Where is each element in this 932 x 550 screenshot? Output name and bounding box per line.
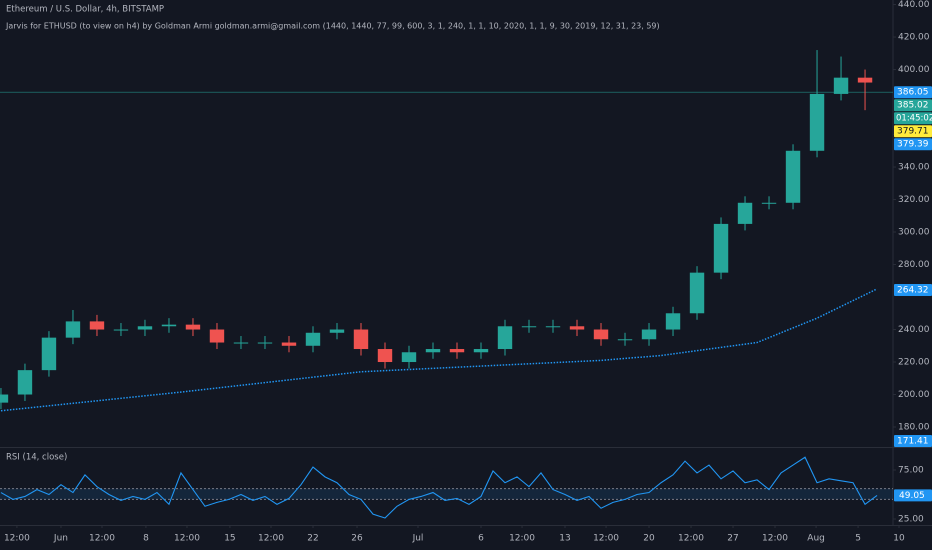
candle-body (449, 349, 465, 353)
candle-body (185, 324, 201, 330)
candle-body (257, 342, 273, 344)
candle-body (161, 324, 177, 327)
y-tick-label: 180.00 (898, 423, 930, 433)
y-tick-label: 440.00 (898, 0, 930, 10)
y-tick-label: 420.00 (898, 33, 930, 43)
candle-body (233, 342, 249, 344)
y-tick-label: 280.00 (898, 260, 930, 270)
candle-body (569, 326, 585, 330)
candle-body (89, 321, 105, 330)
candle-body (857, 77, 873, 83)
x-tick-label: Jul (412, 534, 424, 544)
x-tick-label: 12:00 (174, 534, 200, 544)
candle-body (41, 337, 57, 371)
x-tick-label: 12:00 (258, 534, 284, 544)
candle-body (737, 202, 753, 224)
candle-body (689, 272, 705, 314)
price-label: 386.05 (897, 88, 929, 98)
price-label: 379.39 (897, 140, 929, 150)
candle-body (665, 313, 681, 330)
candle-body (0, 394, 9, 403)
x-tick-label: 12:00 (593, 534, 619, 544)
x-tick-label: 13 (559, 534, 570, 544)
price-label: 264.32 (897, 286, 929, 296)
x-tick-label: 22 (307, 534, 318, 544)
y-tick-label: 240.00 (898, 325, 930, 335)
x-tick-label: 5 (855, 534, 861, 544)
rsi-line (0, 456, 878, 519)
price-label-box (894, 434, 932, 447)
candle-body (497, 326, 513, 350)
rsi-value-box (894, 489, 932, 502)
x-tick-label: 6 (478, 534, 484, 544)
price-label-box (894, 284, 932, 297)
candle-body (713, 223, 729, 273)
candle-body (617, 339, 633, 341)
candle-body (809, 93, 825, 151)
y-tick-label: 400.00 (898, 65, 930, 75)
price-label-box (894, 138, 932, 151)
y-tick-label: 200.00 (898, 390, 930, 400)
price-label: 379.71 (897, 127, 929, 137)
x-tick-label: 12:00 (89, 534, 115, 544)
candle-body (209, 329, 225, 343)
countdown: 01:45:02 (896, 114, 932, 124)
y-tick-label: 340.00 (898, 163, 930, 173)
y-tick-label: 320.00 (898, 195, 930, 205)
candle-body (17, 370, 33, 395)
candle-body (113, 329, 129, 331)
candle-body (545, 326, 561, 328)
candle-body (377, 349, 393, 363)
price-label-box (894, 99, 932, 112)
x-tick-label: Aug (807, 534, 825, 544)
candle-body (305, 332, 321, 346)
price-label-box (894, 86, 932, 99)
x-tick-label: 12:00 (4, 534, 30, 544)
countdown-box (894, 112, 932, 125)
candle-body (425, 349, 441, 353)
moving-average (0, 288, 878, 412)
x-tick-label: 15 (224, 534, 235, 544)
x-tick-label: 12:00 (762, 534, 788, 544)
candle-body (641, 329, 657, 340)
candle-body (281, 342, 297, 346)
price-label-box (894, 125, 932, 138)
candle-body (521, 326, 537, 328)
rsi-title: RSI (14, close) (6, 453, 67, 463)
candle-body (65, 321, 81, 338)
candle-body (401, 352, 417, 363)
x-tick-label: 26 (351, 534, 363, 544)
x-tick-label: 12:00 (509, 534, 535, 544)
y-tick-label: 220.00 (898, 358, 930, 368)
candle-body (137, 326, 153, 330)
x-tick-label: 20 (643, 534, 655, 544)
x-tick-label: Jun (53, 534, 68, 544)
price-label: 171.41 (897, 436, 929, 446)
candle-body (785, 150, 801, 203)
y-tick-label: 75.00 (898, 465, 924, 475)
indicator-title: Jarvis for ETHUSD (to view on h4) by Gol… (5, 22, 660, 31)
candle-body (761, 202, 777, 204)
price-label: 385.02 (897, 101, 929, 111)
candle-body (353, 329, 369, 350)
candle-body (833, 77, 849, 94)
candle-body (329, 329, 345, 333)
x-tick-label: 10 (893, 534, 905, 544)
candle-body (593, 329, 609, 340)
x-tick-label: 8 (143, 534, 149, 544)
y-tick-label: 300.00 (898, 228, 930, 238)
symbol-title: Ethereum / U.S. Dollar, 4h, BITSTAMP (6, 5, 164, 15)
rsi-value-label: 49.05 (899, 491, 925, 501)
rsi-band (0, 488, 893, 500)
y-tick-label: 25.00 (898, 515, 924, 525)
x-tick-label: 27 (727, 534, 738, 544)
x-tick-label: 12:00 (678, 534, 704, 544)
candle-body (473, 349, 489, 353)
